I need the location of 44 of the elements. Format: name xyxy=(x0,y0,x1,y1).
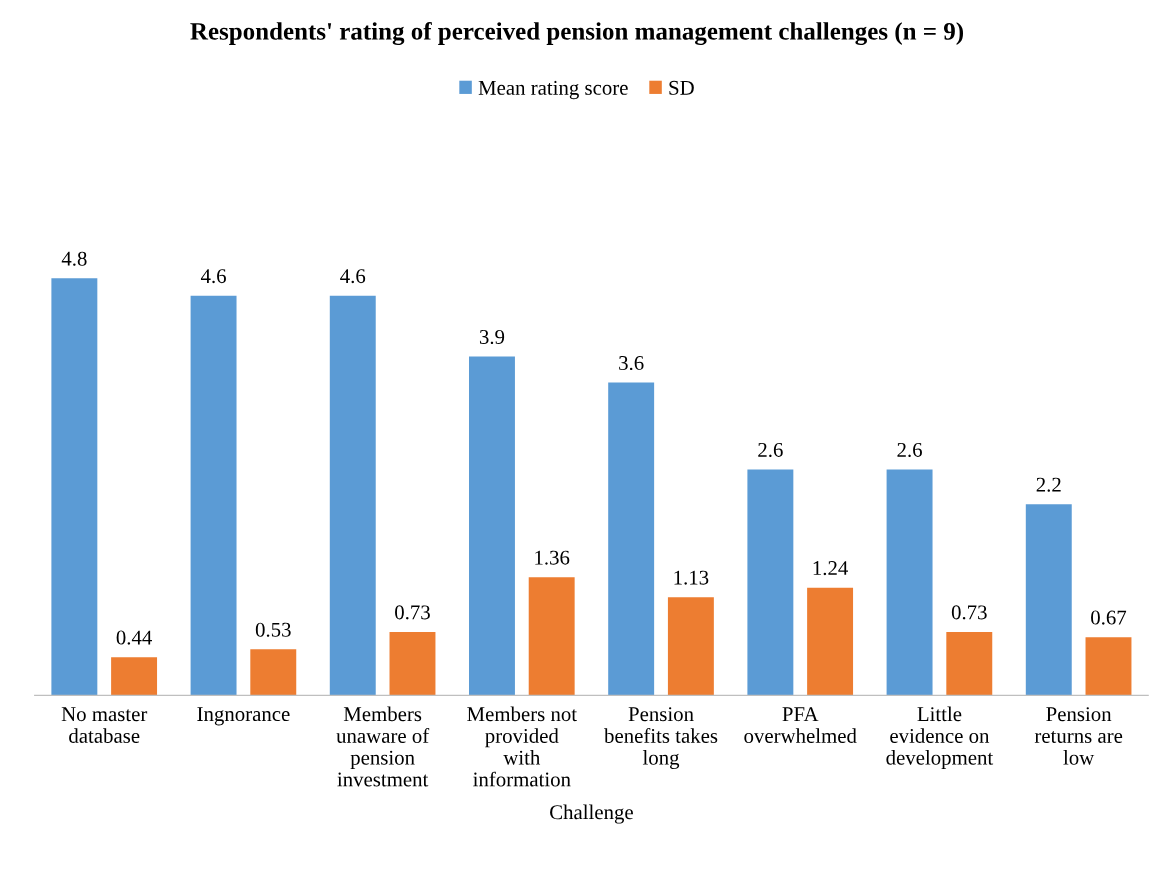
x-tick-label: No master database xyxy=(61,707,148,743)
x-tick-label: Pension returns are low xyxy=(1034,707,1123,765)
bar xyxy=(747,469,794,696)
legend-label: Mean rating score xyxy=(478,80,628,100)
x-tick-label: PFA overwhelmed xyxy=(744,707,857,743)
data-label: 1.13 xyxy=(674,570,709,585)
bar xyxy=(1085,637,1132,696)
data-label: 3.6 xyxy=(619,356,644,371)
bar xyxy=(1025,504,1072,696)
bar xyxy=(190,295,237,696)
bar xyxy=(608,382,655,696)
bar xyxy=(51,278,98,696)
bar xyxy=(528,577,575,696)
x-tick-label: Pension benefits takes long xyxy=(604,707,718,770)
bar xyxy=(111,657,158,696)
data-label: 0.53 xyxy=(255,622,291,637)
data-label: 4.6 xyxy=(200,269,226,284)
chart-title: Respondents' rating of perceived pension management challenges (n = 9) xyxy=(190,21,964,46)
bar xyxy=(667,597,714,696)
data-label: 0.44 xyxy=(116,630,152,645)
data-label: 4.6 xyxy=(340,269,366,284)
data-label: 0.67 xyxy=(1091,610,1127,625)
data-label: 0.73 xyxy=(951,605,987,620)
bar xyxy=(807,587,854,696)
x-axis-title: Challenge xyxy=(550,804,633,824)
bar xyxy=(329,295,376,696)
x-tick-label: Members not provided with information xyxy=(467,706,577,787)
data-label: 2.6 xyxy=(758,442,783,457)
x-tick-label: Little evidence on development xyxy=(886,706,994,769)
data-label: 2.2 xyxy=(1036,477,1061,492)
bar xyxy=(389,631,436,696)
bar xyxy=(469,356,515,696)
data-label: 1.24 xyxy=(813,561,848,576)
data-label: 3.9 xyxy=(479,329,505,345)
data-label: 2.6 xyxy=(897,442,922,457)
x-tick-label: Members unaware of pension investment xyxy=(336,706,430,787)
bar xyxy=(250,649,297,696)
bar xyxy=(946,631,993,696)
bar xyxy=(886,469,933,696)
data-label: 0.73 xyxy=(395,605,430,620)
x-tick-label: Ingnorance xyxy=(197,707,290,726)
legend-label: SD xyxy=(669,80,694,95)
data-label: 4.8 xyxy=(61,251,87,266)
data-label: 1.36 xyxy=(535,550,570,565)
